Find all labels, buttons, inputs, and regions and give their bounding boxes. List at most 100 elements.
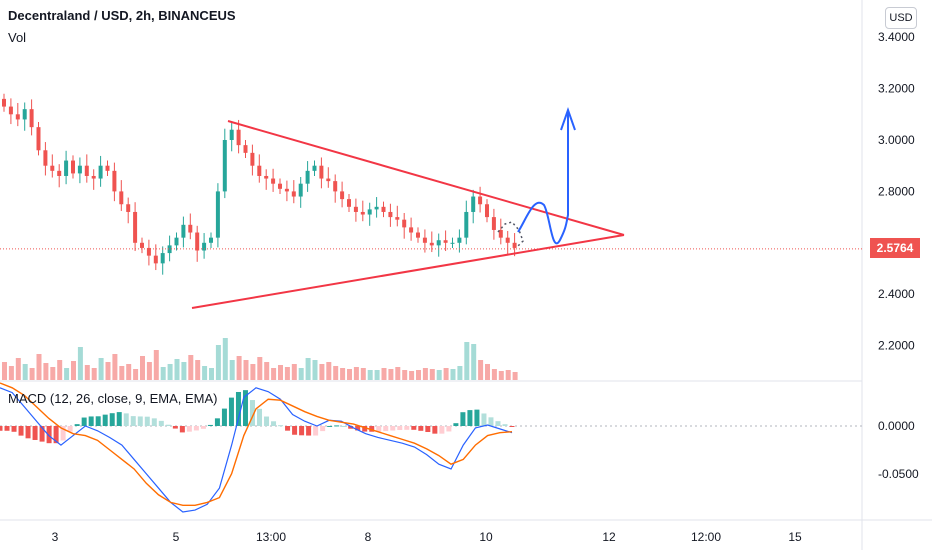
macd-histogram-bar xyxy=(271,421,277,426)
price-axis-tick: 2.4000 xyxy=(878,287,915,301)
macd-histogram-bar xyxy=(46,426,52,444)
volume-bar xyxy=(409,371,415,380)
macd-histogram-bar xyxy=(278,425,284,427)
volume-bar xyxy=(298,368,304,380)
candle-body xyxy=(250,152,255,166)
candle-body xyxy=(422,237,427,243)
macd-histogram-bar xyxy=(144,416,150,426)
macd-histogram-bar xyxy=(60,426,66,441)
projection-wave-path[interactable] xyxy=(517,112,569,245)
volume-bar xyxy=(498,371,504,380)
candle-body xyxy=(236,129,241,146)
triangle-lower-trendline[interactable] xyxy=(191,234,625,309)
candle-body xyxy=(2,98,6,107)
time-axis-tick: 5 xyxy=(173,530,180,544)
candle-body xyxy=(353,206,358,212)
volume-bar xyxy=(305,358,311,380)
volume-bar xyxy=(416,370,421,380)
volume-bar xyxy=(153,350,159,380)
macd-histogram-bar xyxy=(264,416,270,426)
candle-body xyxy=(71,160,75,174)
volume-bar xyxy=(284,367,290,380)
candle-body xyxy=(284,188,289,192)
volume-bar xyxy=(174,359,180,380)
projection-path[interactable] xyxy=(497,106,576,247)
macd-histogram-bar xyxy=(460,412,466,426)
candle-body xyxy=(98,165,103,179)
macd-histogram-bar xyxy=(418,426,424,431)
volume-bar xyxy=(229,360,235,380)
volume-bar xyxy=(119,366,125,380)
currency-button[interactable]: USD xyxy=(885,7,917,29)
arrow-up-icon xyxy=(560,106,576,131)
candle-body xyxy=(271,178,276,184)
volume-bar xyxy=(222,338,228,380)
macd-histogram-bar xyxy=(207,424,213,426)
volume-bar xyxy=(450,369,456,380)
macd-histogram-bar xyxy=(116,412,122,426)
macd-histogram-bar xyxy=(397,426,403,431)
price-axis-tick: 3.4000 xyxy=(878,30,915,44)
macd-histogram-bar xyxy=(334,425,340,427)
chart-title: Decentraland / USD, 2h, BINANCEUS xyxy=(8,8,236,23)
macd-histogram-bar xyxy=(432,426,438,434)
volume-bar xyxy=(512,372,518,380)
macd-histogram-bar xyxy=(18,426,24,436)
candle-body xyxy=(291,191,296,197)
macd-histogram-bar xyxy=(502,424,508,426)
candle-body xyxy=(84,165,89,176)
candle-body xyxy=(222,140,227,192)
volume-bar xyxy=(347,369,352,380)
time-axis-tick: 15 xyxy=(788,530,802,544)
candle-body xyxy=(471,196,476,212)
macd-histogram-bar xyxy=(488,417,494,426)
time-axis[interactable]: 3 5 13:00 8 10 12 12:00 15 xyxy=(52,530,802,544)
triangle-pattern[interactable] xyxy=(191,120,625,309)
candle-body xyxy=(195,232,200,251)
macd-histogram-bar xyxy=(25,426,31,439)
time-axis-tick: 12 xyxy=(602,530,616,544)
volume-bar xyxy=(202,366,208,380)
candle-body xyxy=(436,240,441,246)
price-axis[interactable]: 3.40003.20003.00002.80002.60002.40002.20… xyxy=(878,30,915,352)
macd-histogram-bar xyxy=(109,413,115,426)
volume-bar xyxy=(478,360,484,380)
candle-body xyxy=(464,211,469,238)
volume-bar xyxy=(29,368,35,380)
volume-bar xyxy=(353,367,359,380)
volume-bar xyxy=(181,362,187,380)
candle-body xyxy=(119,191,124,205)
macd-histogram-bar xyxy=(39,426,45,442)
volume-bar xyxy=(422,368,428,380)
macd-histogram-bar xyxy=(439,426,445,434)
macd-histogram-bar xyxy=(95,416,101,426)
macd-histogram-bar xyxy=(186,426,192,432)
volume-bar xyxy=(402,370,408,380)
candle-body xyxy=(505,237,510,243)
macd-histogram-bar xyxy=(313,426,319,436)
volume-bar xyxy=(209,368,214,380)
time-axis-tick: 3 xyxy=(52,530,59,544)
volume-bar xyxy=(485,364,490,380)
volume-bar xyxy=(133,369,139,380)
macd-histogram-bar xyxy=(228,397,234,426)
triangle-upper-trendline[interactable] xyxy=(227,120,625,236)
macd-histogram-bar xyxy=(306,426,312,436)
volume-bar xyxy=(126,364,132,380)
candle-body xyxy=(498,229,503,238)
macd-histogram-bar xyxy=(299,426,305,436)
candle-body xyxy=(229,129,234,140)
candle-body xyxy=(457,237,462,243)
candle-body xyxy=(485,204,489,218)
candle-body xyxy=(174,237,179,246)
volume-bar xyxy=(43,363,49,380)
macd-histogram-bar xyxy=(257,408,263,426)
macd-axis[interactable]: 0.0000 -0.0500 xyxy=(878,419,919,481)
candle-body xyxy=(167,245,172,254)
candle-body xyxy=(443,240,448,243)
time-axis-tick: 13:00 xyxy=(256,530,286,544)
volume-bar xyxy=(443,368,449,380)
candle-body xyxy=(319,165,324,179)
macd-histogram-bar xyxy=(88,416,94,426)
